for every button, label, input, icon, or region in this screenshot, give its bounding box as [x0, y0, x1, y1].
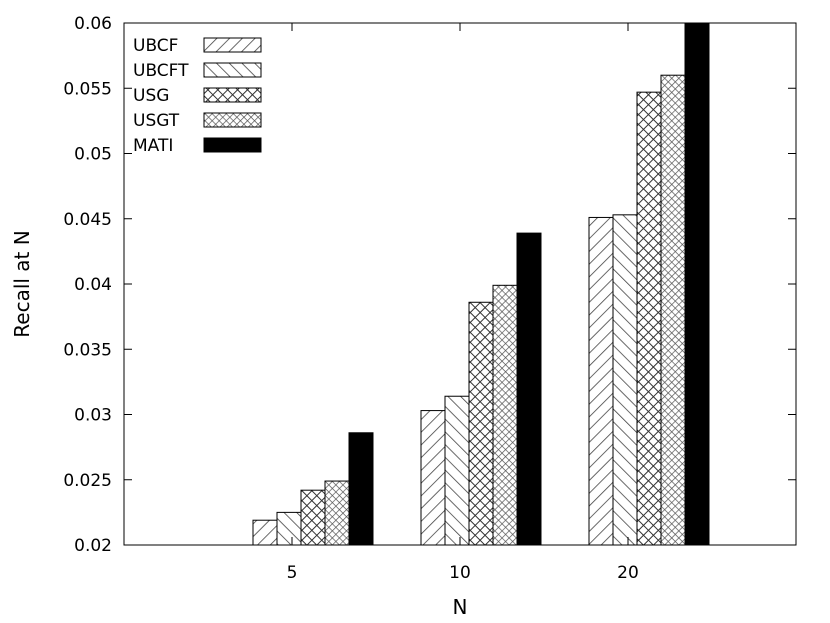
legend-label-usgt: USGT: [133, 111, 180, 131]
legend-label-ubcf: UBCF: [133, 36, 178, 56]
legend-swatch-ubcft: [203, 62, 262, 78]
bar-usg-5: [300, 489, 326, 546]
legend: UBCF UBCFT USG USGT MATI: [133, 36, 262, 156]
bar-ubcf-10: [420, 410, 446, 546]
y-tick-label: 0.045: [63, 210, 112, 230]
bar-ubcf-5: [252, 519, 278, 546]
bar-mati-20: [684, 22, 710, 546]
bar-usg-10: [468, 301, 494, 546]
bar-mati-5: [348, 432, 374, 546]
bar-ubcft-5: [276, 511, 302, 546]
y-tick-label: 0.05: [74, 145, 112, 165]
x-axis-label: N: [453, 595, 468, 619]
bars-layer: [252, 22, 710, 546]
bar-ubcft-10: [444, 395, 470, 546]
plot-frame: [123, 22, 797, 546]
x-tick-label: 20: [617, 563, 639, 583]
y-tick-label: 0.03: [74, 406, 112, 426]
ticks-layer: 0.02 0.025 0.03 0.035 0.04 0.045 0.05 0.055 0.06…: [63, 14, 796, 583]
y-tick-label: 0.025: [63, 471, 112, 491]
legend-swatch-usg: [203, 87, 262, 103]
x-tick-label: 5: [287, 563, 298, 583]
legend-swatch-ubcf: [203, 37, 262, 53]
bar-mati-10: [516, 232, 542, 546]
bar-usgt-10: [492, 284, 518, 546]
y-tick-label: 0.035: [63, 340, 112, 360]
legend-swatch-mati: [203, 137, 262, 153]
bar-usgt-20: [660, 74, 686, 546]
y-axis-label: Recall at N: [10, 230, 34, 337]
x-tick-label: 10: [449, 563, 471, 583]
y-tick-label: 0.06: [74, 14, 112, 34]
legend-swatch-usgt: [203, 112, 262, 128]
legend-label-usg: USG: [133, 86, 169, 106]
bar-ubcft-20: [612, 214, 638, 546]
y-tick-label: 0.04: [74, 275, 112, 295]
legend-label-ubcft: UBCFT: [133, 61, 189, 81]
bar-usg-20: [636, 91, 662, 546]
bar-usgt-5: [324, 480, 350, 546]
bar-ubcf-20: [588, 216, 614, 546]
y-tick-label: 0.02: [74, 536, 112, 556]
y-tick-label: 0.055: [63, 79, 112, 99]
legend-label-mati: MATI: [133, 136, 173, 156]
